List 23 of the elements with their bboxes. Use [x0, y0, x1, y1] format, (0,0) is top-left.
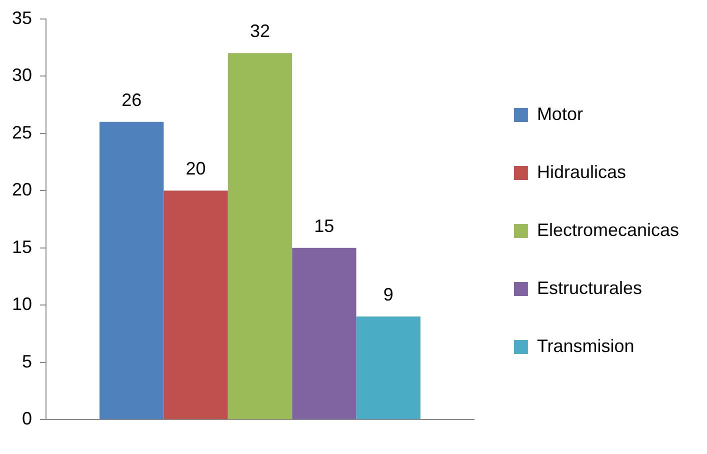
- bar: [100, 122, 164, 420]
- legend-label: Motor: [536, 104, 583, 124]
- y-tick-label: 30: [12, 65, 32, 86]
- bar: [164, 190, 228, 420]
- y-tick-label: 35: [12, 8, 32, 28]
- y-tick-label: 5: [22, 351, 32, 372]
- legend-label: Electromecanicas: [536, 220, 680, 240]
- data-label: 26: [122, 90, 142, 110]
- y-tick-label: 20: [12, 180, 32, 200]
- data-label: 9: [383, 284, 394, 305]
- legend-label: Estructurales: [536, 278, 642, 298]
- y-tick-label: 10: [12, 294, 32, 314]
- bar: [228, 53, 292, 420]
- data-label: 20: [186, 158, 206, 179]
- bar: [356, 316, 420, 420]
- y-tick-label: 25: [12, 122, 32, 142]
- y-tick-label: 15: [12, 236, 32, 257]
- y-tick-label: 0: [22, 408, 32, 429]
- data-label: 15: [314, 216, 334, 236]
- data-label: 32: [250, 21, 270, 42]
- legend-label: Transmision: [536, 336, 634, 356]
- legend-label: Hidraulicas: [536, 162, 626, 182]
- bar: [292, 248, 356, 420]
